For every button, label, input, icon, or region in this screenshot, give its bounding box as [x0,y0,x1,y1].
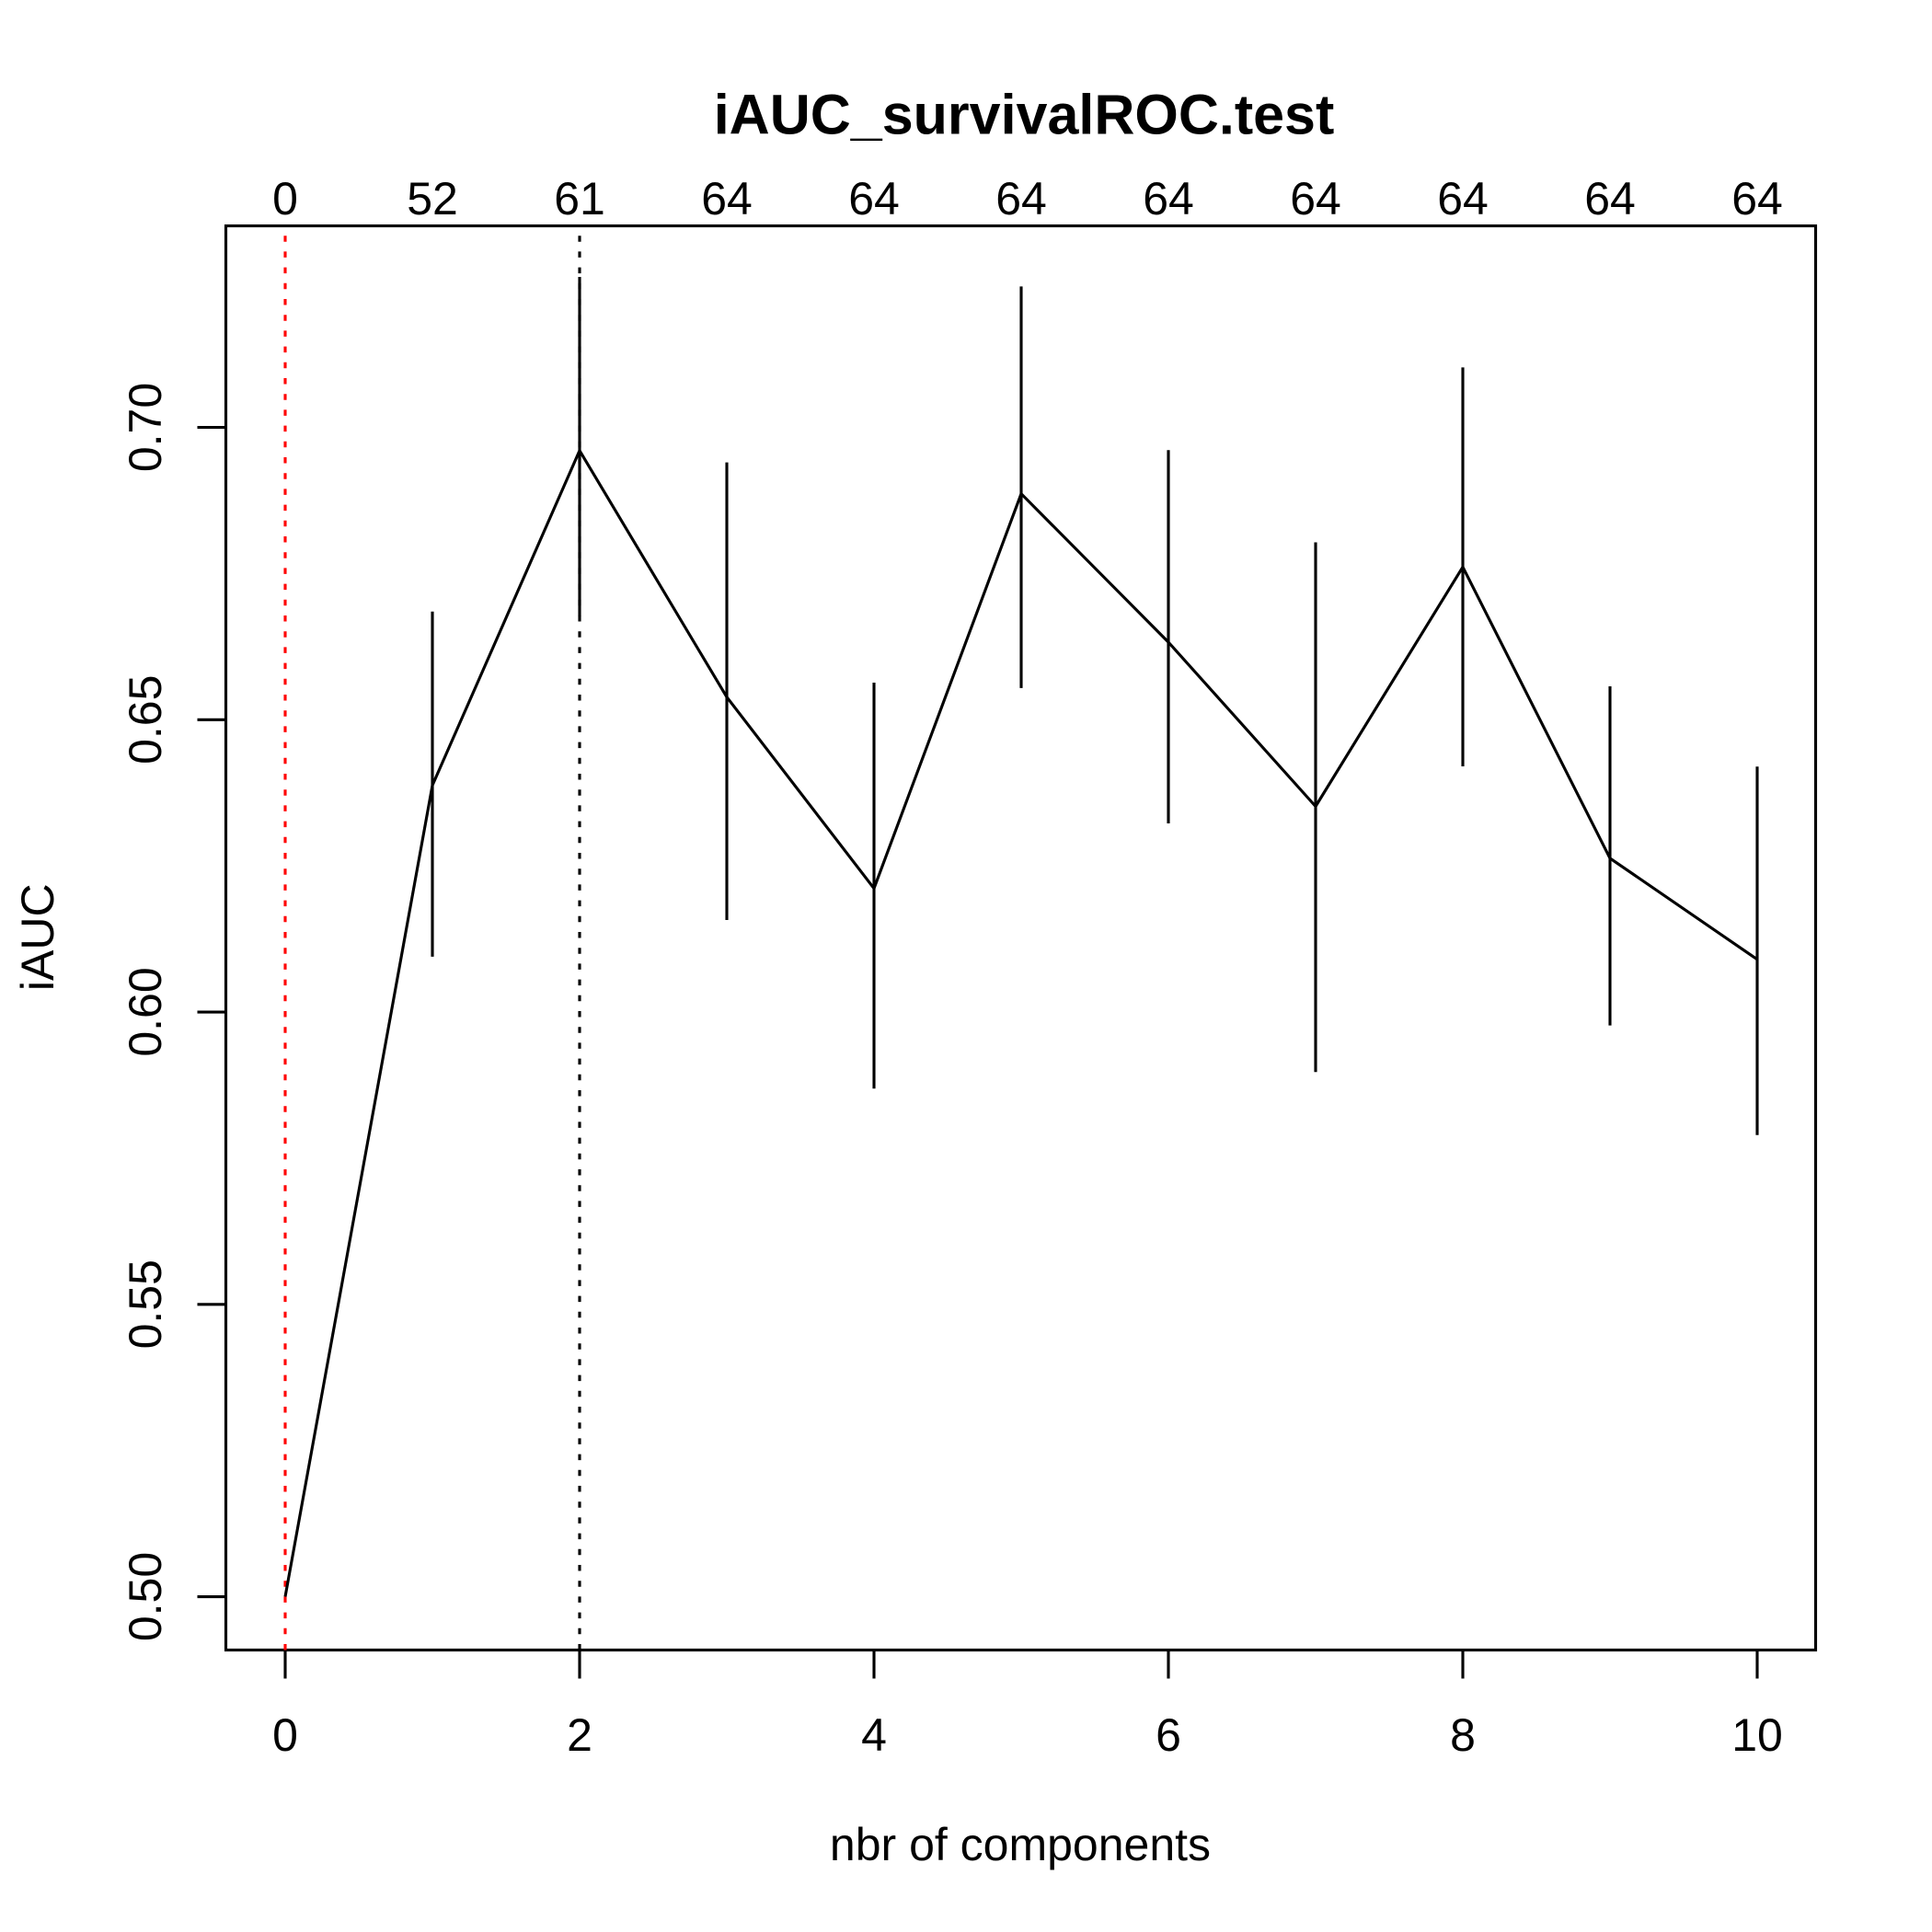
svg-text:64: 64 [1290,173,1341,224]
svg-text:6: 6 [1156,1709,1181,1761]
svg-text:8: 8 [1450,1709,1476,1761]
svg-text:4: 4 [861,1709,887,1761]
svg-text:64: 64 [1437,173,1489,224]
svg-text:61: 61 [554,173,605,224]
svg-text:64: 64 [1584,173,1636,224]
svg-text:nbr of components: nbr of components [830,1819,1211,1870]
svg-text:64: 64 [848,173,900,224]
svg-text:0: 0 [272,1709,298,1761]
svg-text:0.60: 0.60 [120,967,171,1056]
svg-text:iAUC_survivalROC.test: iAUC_survivalROC.test [714,84,1335,146]
svg-text:64: 64 [1731,173,1783,224]
svg-text:0.70: 0.70 [120,383,171,472]
svg-text:iAUC: iAUC [12,883,63,991]
svg-text:10: 10 [1731,1709,1783,1761]
svg-text:0: 0 [272,173,298,224]
svg-text:0.55: 0.55 [120,1259,171,1349]
svg-text:2: 2 [567,1709,592,1761]
svg-text:64: 64 [701,173,753,224]
svg-text:0.50: 0.50 [120,1552,171,1641]
svg-text:64: 64 [995,173,1047,224]
svg-text:52: 52 [407,173,458,224]
svg-text:0.65: 0.65 [120,675,171,765]
svg-text:64: 64 [1143,173,1194,224]
